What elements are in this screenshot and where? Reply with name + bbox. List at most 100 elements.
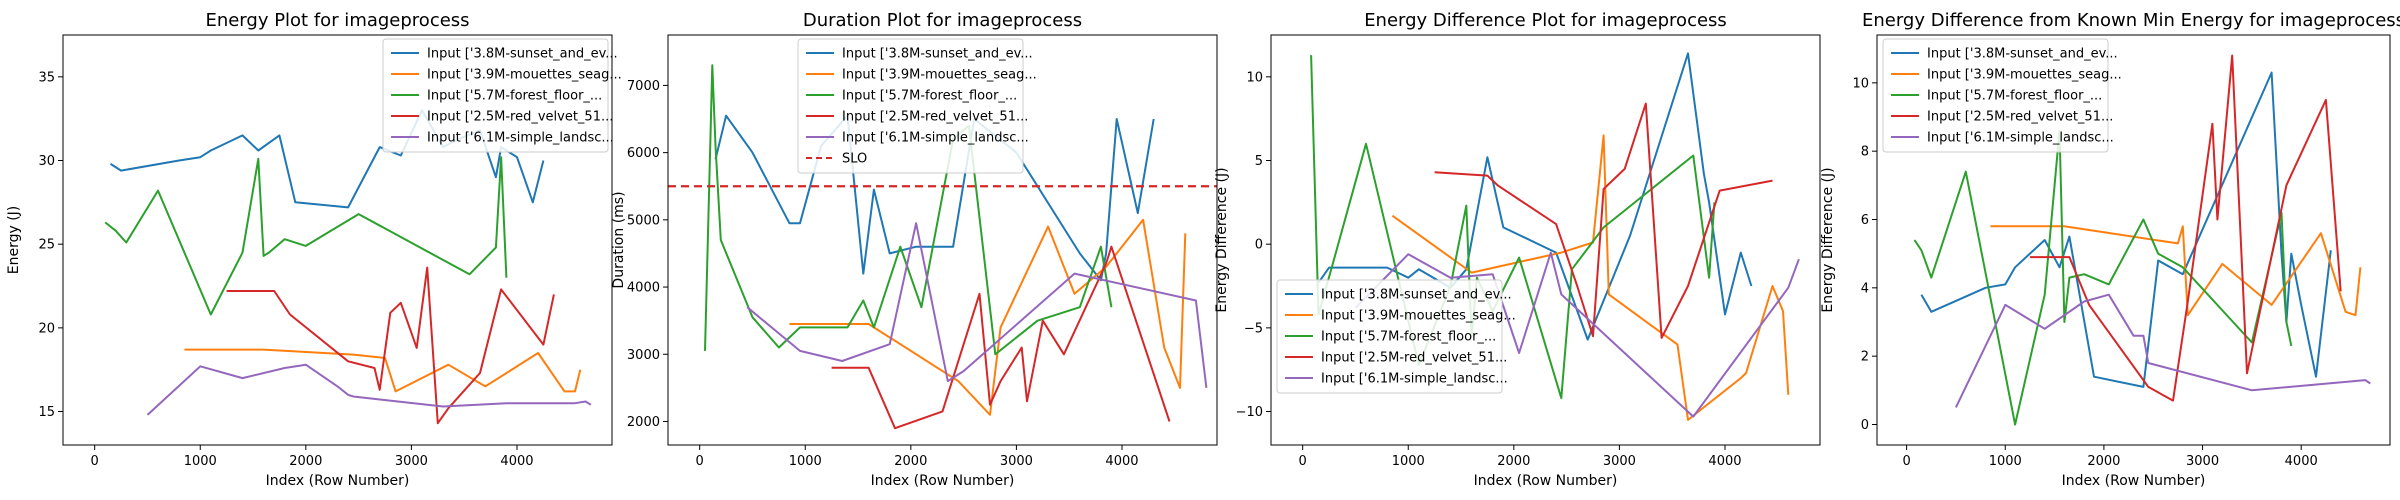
y-tick-label: 4000 [627,281,660,296]
legend-box [1882,38,2109,153]
chart-title: Duration Plot for imageprocess [803,10,1082,31]
y-tick-label: 2000 [627,415,660,430]
series-group [1913,54,2371,426]
y-axis-label: Energy (J) [6,206,22,275]
plot-frame [1270,34,1821,446]
series-line-2 [184,348,582,393]
legend-label: Input ['5.7M-forest_floor_... [427,89,602,104]
series-line-1 [1317,52,1753,341]
series-line-3 [1310,55,1716,400]
legend: Input ['3.8M-sunset_and_ev... Input ['3.9… [797,38,1037,174]
legend-label: Input ['3.8M-sunset_and_ev... [1927,47,2118,62]
plot-frame [1876,34,2391,446]
y-axis-label: Energy Difference (J) [1214,167,1230,312]
legend-box [382,38,609,153]
series-line-2 [789,218,1187,416]
x-tick-label: 3000 [1603,454,1636,469]
legend-label: Input ['6.1M-simple_landsc... [1927,131,2114,146]
legend: Input ['3.8M-sunset_and_ev... Input ['3.9… [382,38,622,153]
series-line-5 [146,363,592,416]
chart-title: Energy Difference from Known Min Energy … [1862,10,2400,31]
series-line-4 [2029,54,2342,402]
x-tick-label: 2000 [289,454,322,469]
x-tick-label: 4000 [2285,454,2318,469]
x-axis-label: Index (Row Number) [266,473,410,489]
y-tick-label: 0 [1255,238,1263,253]
y-tick-label: 3000 [627,348,660,363]
series-line-1 [1920,71,2332,388]
y-tick-label: 0 [1861,418,1869,433]
legend-label: Input ['3.9M-mouettes_seag... [842,68,1037,83]
series-line-4 [1434,102,1773,339]
x-tick-label: 3000 [395,454,428,469]
legend: Input ['3.8M-sunset_and_ev... Input ['3.9… [1276,279,1516,394]
legend-label: Input ['6.1M-simple_landsc... [842,131,1029,146]
series-line-1 [714,114,1155,282]
x-tick-label: 1000 [1989,454,2022,469]
legend-label: Input ['3.9M-mouettes_seag... [1927,68,2122,83]
x-tick-label: 4000 [1105,454,1138,469]
x-tick-label: 4000 [1708,454,1741,469]
legend: Input ['3.8M-sunset_and_ev... Input ['3.9… [1882,38,2122,153]
y-axis-label: Energy Difference (J) [1820,167,1836,312]
series-line-3 [1913,129,2293,426]
chart-panel-3: Energy Difference Plot for imageprocess 0… [1214,10,1821,489]
chart-title: Energy Difference Plot for imageprocess [1364,10,1727,31]
series-line-3 [704,64,1113,356]
legend-label: SLO [842,152,867,167]
x-tick-label: 1000 [184,454,217,469]
y-tick-label: 2 [1861,350,1869,365]
x-tick-label: 2000 [894,454,927,469]
series-group [668,64,1217,430]
y-tick-label: −5 [1244,321,1263,336]
x-tick-label: 1000 [789,454,822,469]
chart-title: Energy Plot for imageprocess [205,10,469,31]
y-axis-label: Duration (ms) [611,191,627,288]
x-tick-label: 2000 [2087,454,2120,469]
series-line-5 [1954,293,2371,408]
x-tick-label: 2000 [1497,454,1530,469]
chart-panel-4: Energy Difference from Known Min Energy … [1820,10,2400,489]
series-line-4 [226,266,555,425]
y-tick-label: 25 [38,238,55,253]
x-tick-label: 0 [1902,454,1910,469]
series-line-5 [1354,251,1800,418]
y-tick-label: 4 [1861,281,1869,296]
y-tick-label: 10 [1852,76,1869,91]
y-tick-label: 8 [1861,145,1869,160]
legend-box [797,38,1024,174]
legend-label: Input ['2.5M-red_velvet_51... [842,110,1028,125]
series-line-3 [104,156,508,316]
legend-label: Input ['6.1M-simple_landsc... [1321,372,1508,387]
legend-label: Input ['5.7M-forest_floor_... [842,89,1017,104]
y-tick-label: 35 [38,70,55,85]
legend-label: Input ['3.9M-mouettes_seag... [1321,309,1516,324]
x-tick-label: 0 [696,454,704,469]
y-tick-label: −10 [1236,405,1263,420]
series-group [1310,52,1800,421]
x-tick-label: 1000 [1392,454,1425,469]
x-tick-label: 3000 [1000,454,1033,469]
x-axis-label: Index (Row Number) [2062,473,2206,489]
y-tick-label: 6000 [627,146,660,161]
x-tick-label: 3000 [2186,454,2219,469]
legend-label: Input ['2.5M-red_velvet_51... [427,110,613,125]
y-tick-label: 5 [1255,154,1263,169]
y-tick-label: 5000 [627,213,660,228]
legend-label: Input ['3.9M-mouettes_seag... [427,68,622,83]
series-line-2 [1990,225,2362,317]
x-tick-label: 0 [91,454,99,469]
legend-label: Input ['2.5M-red_velvet_51... [1321,351,1507,366]
y-tick-label: 10 [1246,70,1263,85]
plot-frame [667,34,1218,446]
x-axis-label: Index (Row Number) [871,473,1015,489]
legend-label: Input ['3.8M-sunset_and_ev... [427,47,618,62]
series-line-1 [109,109,545,209]
y-tick-label: 6 [1861,213,1869,228]
legend-label: Input ['5.7M-forest_floor_... [1927,89,2102,104]
chart-panel-1: Energy Plot for imageprocess 0 1000 2000 300… [6,10,622,489]
chart-panel-2: Duration Plot for imageprocess 0 1000 2000 3… [611,10,1218,489]
x-tick-label: 0 [1299,454,1307,469]
legend-label: Input ['3.8M-sunset_and_ev... [1321,288,1512,303]
